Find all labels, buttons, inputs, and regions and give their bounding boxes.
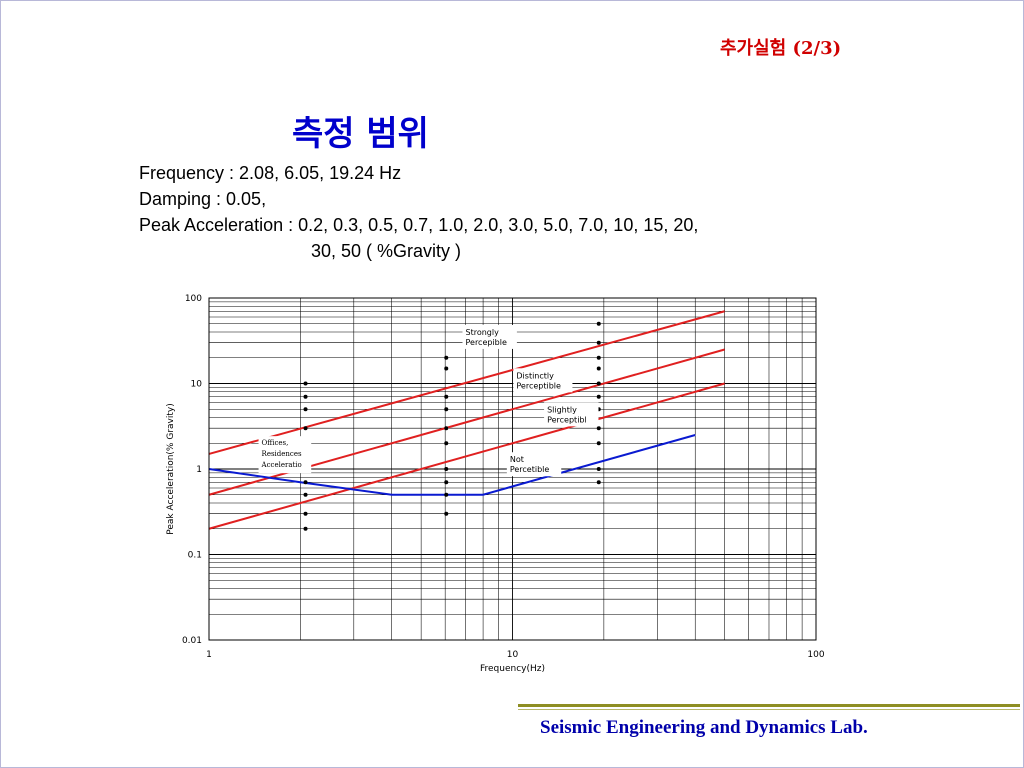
annotation-background: [462, 324, 517, 349]
data-point: [596, 441, 601, 446]
chart-points: [303, 321, 601, 531]
data-point: [596, 366, 601, 371]
parameters-block: Frequency : 2.08, 6.05, 19.24 Hz Damping…: [139, 160, 698, 264]
data-point: [444, 366, 449, 371]
data-point: [596, 426, 601, 431]
y-tick-label: 100: [185, 294, 202, 304]
y-tick-label: 0.1: [188, 551, 202, 561]
data-point: [596, 355, 601, 360]
annotation-background: [544, 402, 599, 427]
annotation-text: Strongly: [465, 328, 499, 337]
data-point: [444, 355, 449, 360]
peak-acceleration-line: Peak Acceleration : 0.2, 0.3, 0.5, 0.7, …: [139, 215, 699, 235]
footer-rule-thin: [518, 709, 1020, 710]
x-tick-label: 1: [206, 650, 212, 660]
x-tick-label: 10: [507, 650, 519, 660]
data-point: [596, 381, 601, 386]
data-point: [444, 394, 449, 399]
y-tick-label: 10: [191, 380, 203, 390]
data-point: [596, 321, 601, 326]
data-point: [596, 480, 601, 485]
annotation-text: Residences: [262, 450, 302, 458]
data-point: [596, 467, 601, 471]
x-tick-label: 100: [807, 650, 824, 660]
data-point: [596, 340, 601, 345]
peak-acceleration-line-continued: 30, 50 ( %Gravity ): [311, 241, 462, 261]
y-tick-label: 0.01: [182, 636, 202, 646]
annotation-text: Distinctly: [516, 371, 554, 380]
y-tick-label: 1: [196, 465, 202, 475]
data-point: [444, 407, 449, 412]
data-point: [444, 441, 449, 446]
annotation-text: Perceptibl: [547, 415, 587, 424]
data-point: [444, 492, 449, 497]
data-point: [444, 511, 449, 516]
data-point: [444, 467, 449, 471]
chart-axes: 1 10 100 0.01 0.1 1 10 100 Frequency(Hz) Peak Acc…: [166, 294, 825, 674]
annotation-text: Slightly: [547, 405, 577, 414]
page-title: 측정 범위: [292, 114, 429, 154]
annotation-text: Not: [510, 455, 524, 464]
footer-lab-name: Seismic Engineering and Dynamics Lab.: [540, 717, 868, 738]
annotation-text: Acceleratio: [261, 461, 302, 469]
data-point: [303, 492, 308, 497]
data-point: [303, 480, 308, 485]
frequency-line: Frequency : 2.08, 6.05, 19.24 Hz: [139, 163, 402, 183]
annotation-text: Perceptible: [516, 381, 561, 390]
series-line: [208, 382, 725, 530]
x-axis-label: Frequency(Hz): [480, 664, 545, 674]
data-point: [303, 426, 308, 431]
data-point: [303, 407, 308, 412]
series-line: [208, 310, 725, 455]
annotation-background: [506, 452, 562, 477]
footer-rule: [518, 704, 1020, 707]
data-point: [303, 511, 308, 516]
annotation-text: Offices,: [262, 439, 289, 447]
data-point: [303, 526, 308, 531]
data-point: [444, 480, 449, 485]
annotation-background: [258, 436, 312, 474]
plot-border: [208, 297, 817, 641]
annotation-text: Percepible: [465, 338, 506, 347]
data-point: [596, 394, 601, 399]
damping-line: Damping : 0.05,: [139, 189, 267, 209]
annotation-text: Percetible: [510, 465, 550, 474]
data-point: [444, 426, 449, 431]
annotation-background: [513, 368, 573, 393]
slide-tag: 추가실험 (2/3): [720, 38, 842, 59]
data-point: [303, 394, 308, 399]
data-point: [303, 381, 308, 386]
y-axis-label: Peak Acceleration(% Gravity): [166, 403, 176, 534]
